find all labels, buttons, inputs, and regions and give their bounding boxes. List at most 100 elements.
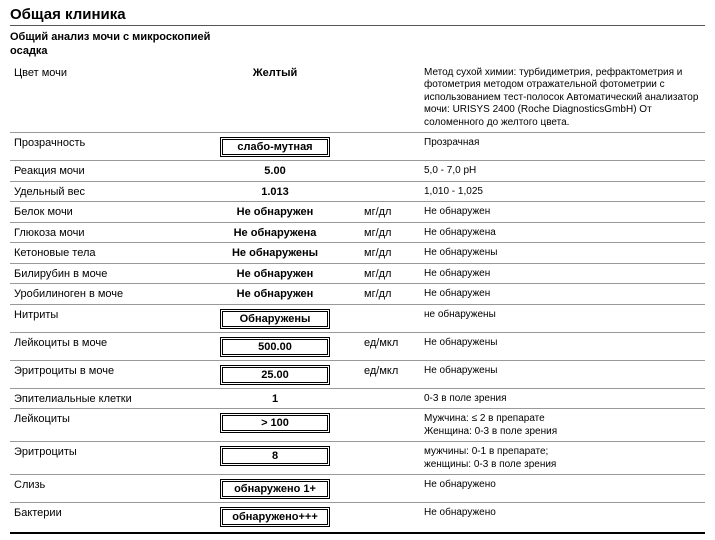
table-row: Эритроциты 8 мужчины: 0-1 в препарате; жен…	[10, 442, 705, 475]
param-value-cell: Не обнаружен	[190, 263, 360, 284]
param-value-cell: 5.00	[190, 161, 360, 182]
param-reference: Не обнаружен	[420, 202, 705, 223]
param-unit	[360, 65, 420, 133]
param-unit: мг/дл	[360, 202, 420, 223]
param-reference: Метод сухой химии: турбидиметрия, рефрак…	[420, 65, 705, 133]
param-reference: Не обнаружены	[420, 360, 705, 388]
param-name: Бактерии	[10, 503, 190, 531]
table-row: Прозрачностьслабо-мутнаяПрозрачная	[10, 133, 705, 161]
param-unit	[360, 181, 420, 202]
param-value: 25.00	[220, 365, 330, 385]
param-value-cell: обнаружено 1+	[190, 475, 360, 503]
param-value-cell: > 100	[190, 409, 360, 442]
param-unit: ед/мкл	[360, 360, 420, 388]
param-unit	[360, 503, 420, 531]
param-value-cell: слабо-мутная	[190, 133, 360, 161]
param-unit	[360, 442, 420, 475]
param-value: 1.013	[261, 186, 289, 198]
bottom-border	[10, 532, 705, 534]
param-reference: мужчины: 0-1 в препарате; женщины: 0-3 в…	[420, 442, 705, 475]
table-row: Кетоновые телаНе обнаруженымг/длНе обнар…	[10, 243, 705, 264]
param-name: Билирубин в моче	[10, 263, 190, 284]
param-value: Не обнаружен	[237, 288, 314, 300]
param-unit: мг/дл	[360, 284, 420, 305]
param-value: Желтый	[253, 67, 298, 79]
param-value: > 100	[220, 413, 330, 433]
param-value-cell: Желтый	[190, 65, 360, 133]
param-name: Глюкоза мочи	[10, 222, 190, 243]
param-value: 500.00	[220, 337, 330, 357]
param-name: Белок мочи	[10, 202, 190, 223]
table-row: Билирубин в мочеНе обнаруженмг/длНе обна…	[10, 263, 705, 284]
table-row: Лейкоциты в моче 500.00 ед/мклНе обнаружен…	[10, 332, 705, 360]
table-row: Слизьобнаружено 1+Не обнаружено	[10, 475, 705, 503]
param-unit	[360, 161, 420, 182]
param-unit: мг/дл	[360, 243, 420, 264]
param-value-cell: обнаружено+++	[190, 503, 360, 531]
param-value: Не обнаружен	[237, 268, 314, 280]
param-name: Прозрачность	[10, 133, 190, 161]
param-unit: мг/дл	[360, 263, 420, 284]
param-name: Уробилиноген в моче	[10, 284, 190, 305]
param-name: Лейкоциты в моче	[10, 332, 190, 360]
param-reference: 1,010 - 1,025	[420, 181, 705, 202]
param-reference: Не обнаружен	[420, 284, 705, 305]
table-row: Цвет мочи Желтый Метод сухой химии: турбид…	[10, 65, 705, 133]
table-row: Эритроциты в моче 25.00 ед/мклНе обнаружен…	[10, 360, 705, 388]
table-row: Белок мочиНе обнаруженмг/длНе обнаружен	[10, 202, 705, 223]
param-unit: ед/мкл	[360, 332, 420, 360]
param-unit	[360, 304, 420, 332]
table-row: Глюкоза мочиНе обнаруженамг/длНе обнаруж…	[10, 222, 705, 243]
param-reference: не обнаружены	[420, 304, 705, 332]
param-name: Эритроциты в моче	[10, 360, 190, 388]
results-table: Цвет мочи Желтый Метод сухой химии: турбид…	[10, 65, 705, 531]
page-title: Общая клиника	[10, 6, 705, 26]
param-unit: мг/дл	[360, 222, 420, 243]
param-name: Реакция мочи	[10, 161, 190, 182]
param-name: Слизь	[10, 475, 190, 503]
param-name: Удельный вес	[10, 181, 190, 202]
param-value-cell: 25.00	[190, 360, 360, 388]
param-reference: 0-3 в поле зрения	[420, 388, 705, 409]
param-value: слабо-мутная	[220, 137, 330, 157]
param-name: Эпителиальные клетки	[10, 388, 190, 409]
param-unit	[360, 388, 420, 409]
param-reference: Не обнаружены	[420, 332, 705, 360]
param-name: Эритроциты	[10, 442, 190, 475]
param-reference: Не обнаружено	[420, 503, 705, 531]
param-reference: Не обнаружены	[420, 243, 705, 264]
param-value: Не обнаружена	[234, 227, 317, 239]
param-name: Цвет мочи	[10, 65, 190, 133]
table-row: Нитриты Обнаружены не обнаружены	[10, 304, 705, 332]
param-reference: Не обнаружена	[420, 222, 705, 243]
param-unit	[360, 409, 420, 442]
param-unit	[360, 133, 420, 161]
param-unit	[360, 475, 420, 503]
param-value-cell: Не обнаружен	[190, 284, 360, 305]
param-value: обнаружено+++	[220, 507, 330, 527]
param-value: обнаружено 1+	[220, 479, 330, 499]
param-value: 8	[220, 446, 330, 466]
table-row: Лейкоциты > 100 Мужчина: ≤ 2 в препарате Ж…	[10, 409, 705, 442]
param-name: Кетоновые тела	[10, 243, 190, 264]
table-row: Удельный вес 1.013 1,010 - 1,025	[10, 181, 705, 202]
param-name: Лейкоциты	[10, 409, 190, 442]
param-value-cell: 1	[190, 388, 360, 409]
sub-title: Общий анализ мочи с микроскопией осадка	[10, 30, 240, 59]
param-value-cell: Не обнаружены	[190, 243, 360, 264]
param-reference: Не обнаружен	[420, 263, 705, 284]
param-value: Обнаружены	[220, 309, 330, 329]
param-value: 5.00	[264, 165, 285, 177]
param-value: Не обнаружены	[232, 247, 318, 259]
param-value-cell: Не обнаружена	[190, 222, 360, 243]
table-row: Эпителиальные клетки 1 0-3 в поле зрения	[10, 388, 705, 409]
param-reference: Мужчина: ≤ 2 в препарате Женщина: 0-3 в …	[420, 409, 705, 442]
param-value-cell: 1.013	[190, 181, 360, 202]
param-value-cell: 8	[190, 442, 360, 475]
param-name: Нитриты	[10, 304, 190, 332]
param-value: 1	[272, 393, 278, 405]
param-value-cell: 500.00	[190, 332, 360, 360]
param-value-cell: Обнаружены	[190, 304, 360, 332]
table-row: Бактерии обнаружено+++ Не обнаружено	[10, 503, 705, 531]
param-value: Не обнаружен	[237, 206, 314, 218]
